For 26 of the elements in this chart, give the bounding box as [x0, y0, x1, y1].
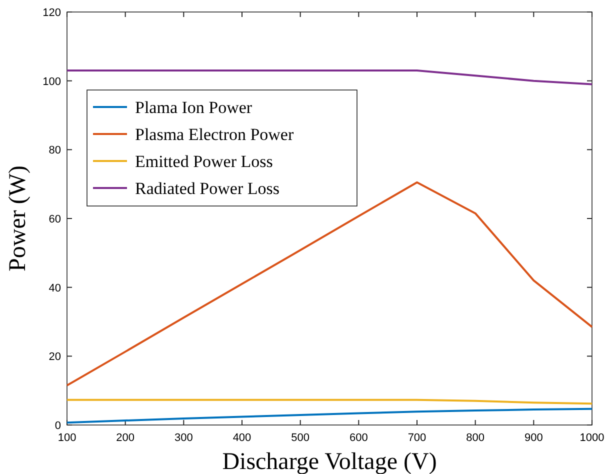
x-tick-label: 100	[58, 432, 76, 444]
y-tick-label: 60	[48, 214, 61, 226]
y-tick-label: 40	[48, 282, 61, 294]
legend-label: Emitted Power Loss	[135, 152, 273, 171]
y-tick-label: 20	[48, 351, 61, 364]
line-series	[66, 408, 593, 424]
y-tick-label: 100	[42, 76, 61, 88]
x-tick-label: 1000	[580, 432, 604, 444]
x-axis-title: Discharge Voltage (V)	[222, 449, 437, 474]
y-tick-label: 120	[42, 7, 61, 19]
x-tick-label: 300	[174, 432, 193, 444]
y-axis-title: Power (W)	[5, 166, 31, 272]
x-tick-label: 200	[116, 432, 135, 444]
legend-label: Radiated Power Loss	[135, 179, 280, 198]
y-tick-label: 80	[48, 144, 61, 157]
legend-label: Plasma Electron Power	[135, 125, 294, 144]
x-tick-label: 800	[466, 432, 485, 444]
x-tick-label: 400	[232, 432, 252, 444]
x-tick-label: 700	[408, 432, 426, 444]
legend-label: Plama Ion Power	[135, 98, 252, 117]
y-tick-label: 0	[54, 420, 61, 432]
line-series	[66, 181, 593, 386]
x-tick-label: 500	[291, 432, 310, 444]
x-tick-label: 600	[349, 432, 368, 444]
x-tick-label: 900	[524, 432, 543, 444]
line-series	[66, 70, 593, 86]
